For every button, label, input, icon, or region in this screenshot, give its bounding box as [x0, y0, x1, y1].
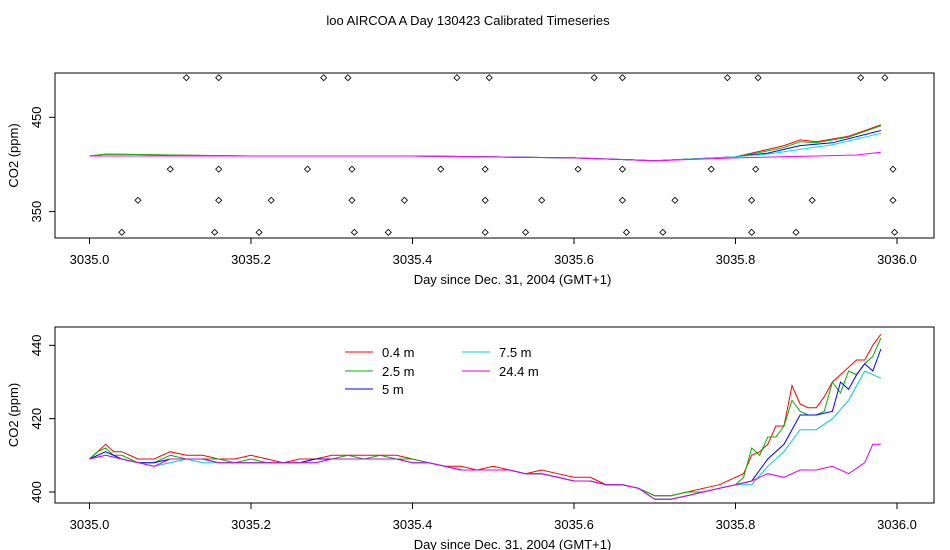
- data-point: [671, 196, 679, 204]
- legend-label: 5 m: [382, 382, 404, 397]
- legend-label: 2.5 m: [382, 364, 415, 379]
- series-line-2-5-m: [89, 125, 882, 162]
- x-tick-label: 3035.8: [716, 517, 756, 532]
- data-point: [891, 228, 899, 236]
- x-tick-label: 3036.0: [877, 252, 917, 267]
- data-point: [485, 74, 493, 82]
- data-point: [481, 228, 489, 236]
- data-point: [481, 196, 489, 204]
- data-point: [808, 196, 816, 204]
- data-point: [538, 196, 546, 204]
- data-point: [618, 74, 627, 82]
- x-tick-label: 3035.6: [554, 252, 594, 267]
- y-tick-label: 450: [29, 106, 44, 128]
- top-panel: 3035.0 3035.2 3035.4 3035.6 3035.8 3036.0 Day …: [6, 72, 935, 287]
- x-axis-label: Day since Dec. 31, 2004 (GMT+1): [414, 537, 612, 550]
- data-point: [211, 228, 219, 236]
- data-point: [618, 196, 627, 204]
- data-point: [348, 165, 356, 173]
- data-point: [622, 228, 631, 236]
- data-point: [754, 74, 762, 82]
- data-point: [350, 228, 358, 236]
- data-point: [215, 74, 223, 82]
- data-point: [166, 165, 174, 173]
- x-tick-label: 3035.8: [716, 252, 756, 267]
- series-line-7-5-m: [89, 370, 882, 500]
- data-point: [792, 228, 800, 236]
- data-point: [889, 196, 897, 204]
- legend-label: 24.4 m: [499, 364, 539, 379]
- data-point: [400, 196, 408, 204]
- x-tick-label: 3036.0: [877, 517, 917, 532]
- legend-label: 0.4 m: [382, 345, 415, 360]
- data-point: [437, 165, 445, 173]
- data-point: [255, 228, 263, 236]
- chart-title: loo AIRCOA A Day 130423 Calibrated Times…: [326, 13, 610, 28]
- y-tick-label: 420: [29, 408, 44, 430]
- y-axis-label: CO2 (ppm): [6, 383, 21, 447]
- data-point: [748, 228, 756, 236]
- series-line-24-4-m: [89, 151, 881, 162]
- plot-area: [89, 334, 882, 500]
- data-point: [481, 165, 489, 173]
- x-tick-label: 3035.0: [70, 252, 110, 267]
- plot-area: [89, 74, 899, 236]
- data-point: [618, 165, 627, 173]
- x-tick-label: 3035.0: [70, 517, 110, 532]
- bottom-panel: 3035.0 3035.2 3035.4 3035.6 3035.8 3036.0 Day …: [6, 326, 935, 550]
- data-point: [215, 196, 223, 204]
- x-tick-label: 3035.4: [393, 517, 433, 532]
- data-point: [707, 165, 715, 173]
- data-point: [384, 228, 392, 236]
- plot-frame: [54, 72, 935, 239]
- data-point: [182, 74, 190, 82]
- plot-frame: [54, 326, 935, 504]
- series-line-0-4-m: [89, 334, 882, 497]
- y-axis-label: CO2 (ppm): [6, 123, 21, 187]
- data-point: [134, 196, 142, 204]
- data-point: [723, 74, 731, 82]
- data-point: [889, 165, 897, 173]
- x-axis-label: Day since Dec. 31, 2004 (GMT+1): [414, 272, 612, 287]
- data-point: [857, 74, 865, 82]
- data-point: [521, 228, 530, 236]
- x-tick-label: 3035.4: [393, 252, 433, 267]
- x-tick-label: 3035.2: [231, 517, 271, 532]
- data-point: [590, 74, 598, 82]
- x-tick-label: 3035.6: [554, 517, 594, 532]
- data-point: [118, 228, 126, 236]
- data-point: [659, 228, 667, 236]
- series-line-24-4-m: [89, 443, 881, 500]
- data-point: [303, 165, 312, 173]
- y-tick-label: 400: [29, 481, 44, 503]
- data-point: [748, 196, 756, 204]
- y-tick-label: 350: [29, 201, 44, 223]
- data-point: [344, 74, 352, 82]
- data-point: [267, 196, 275, 204]
- y-tick-label: 440: [29, 334, 44, 356]
- data-point: [320, 74, 328, 82]
- data-point: [881, 74, 889, 82]
- legend-label: 7.5 m: [499, 345, 532, 360]
- data-point: [215, 165, 223, 173]
- data-point: [453, 74, 461, 82]
- data-point: [574, 165, 582, 173]
- x-tick-label: 3035.2: [231, 252, 271, 267]
- data-point: [348, 196, 356, 204]
- data-point: [752, 165, 760, 173]
